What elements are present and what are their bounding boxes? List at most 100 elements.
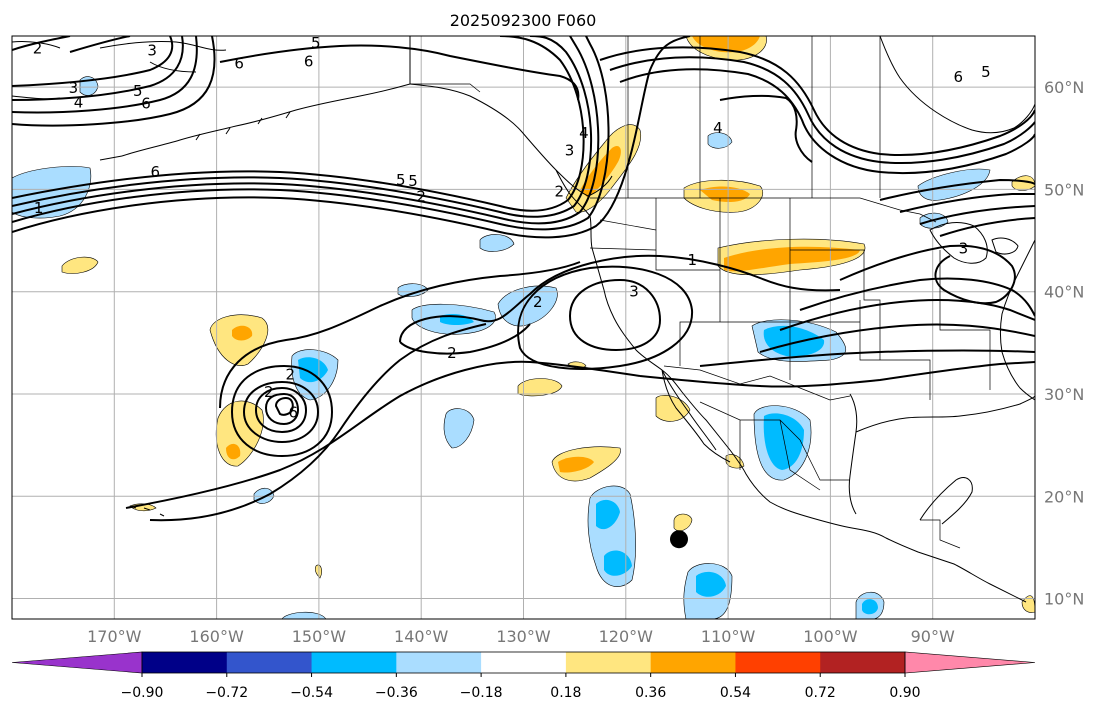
contour-label: 3 [629,283,639,301]
colorbar-tick-label: 0.18 [550,685,581,701]
canada-west-coast [555,169,1027,603]
positive-anomaly-region [61,256,99,274]
positive-anomaly-core [580,145,621,198]
map-frame [11,35,1036,620]
positive-anomaly-region [673,513,693,532]
negative-anomaly-region [707,132,733,149]
contour-line [879,178,1035,237]
colorbar-segment [226,652,313,673]
contour-label: 4 [713,119,723,137]
contour-line [12,36,585,212]
colorbar-tick-label: −0.72 [205,685,248,701]
contour-line [254,386,308,434]
contour-label: 6 [234,55,244,73]
coastlines [12,36,1035,603]
negative-anomaly-core [696,571,726,597]
contour-line [12,36,691,239]
contour-label: 2 [447,344,457,362]
longitude-tick-label: 120°W [599,627,654,646]
contour-line [759,323,1035,353]
positive-anomaly-region [517,378,563,397]
contour-line [12,36,610,231]
contour-line [639,361,1035,388]
contour-line [12,36,216,127]
longitude-tick-label: 100°W [803,627,858,646]
longitude-tick-label: 130°W [496,627,551,646]
contour-label: 4 [579,124,589,142]
colorbar-segment [396,652,482,673]
contour-label: 1 [688,251,698,269]
colorbar-segment [142,652,228,673]
contour-label: 6 [304,53,314,71]
longitude-tick-label: 140°W [394,627,449,646]
contour-line [779,299,1035,331]
colorbar-outline [141,651,906,674]
contour-line [619,68,1035,175]
contour-label: 2 [285,366,295,384]
colorbar-segment [650,652,736,673]
contour-label: 2 [555,182,565,200]
longitude-tick-label: 90°W [911,627,955,646]
contour-line [219,261,581,409]
negative-anomaly-region [443,408,475,449]
contour-label: 3 [69,79,79,97]
location-marker [669,530,688,549]
contour-line [230,364,334,458]
contour-line [242,380,320,444]
colorbar: −0.90 −0.72 −0.54 −0.36 −0.18 0.18 0.36 0.54 0.7… [11,651,1036,701]
map-area [12,36,1035,619]
positive-anomaly-core [724,246,860,272]
baja-peninsula [661,369,731,463]
contour-label: 6 [150,163,160,181]
political-borders [409,36,991,549]
colorbar-tick-label: 0.36 [635,685,666,701]
contour-line [699,349,1035,367]
contour-label: 4 [74,93,84,111]
contour-line [839,244,1016,305]
us-state-borders [589,198,991,400]
contour-line [12,36,198,114]
contour-label: 5 [311,34,321,52]
contour-label: 6 [141,95,151,113]
contour-label: 2 [33,39,43,57]
contour-label: 3 [147,41,157,59]
colorbar-segment [565,652,652,673]
alaska-canada-border [409,36,481,93]
latitude-tick-label: 10°N [1044,590,1084,609]
positive-anomaly-region [1021,595,1035,613]
longitude-tick-label: 160°W [189,627,244,646]
negative-anomaly-core [604,550,632,576]
colorbar-tick-label: −0.36 [375,685,418,701]
longitude-tick-label: 110°W [701,627,756,646]
latitude-ticks: 10°N 20°N 30°N 40°N 50°N 60°N [1044,78,1084,608]
colorbar-tick-label: −0.18 [460,685,503,701]
mexico-central-america-border [920,519,961,549]
contour-line [599,46,1035,157]
colorbar-segment [311,652,397,673]
latitude-tick-label: 20°N [1044,487,1084,506]
contour-label: 5 [981,63,991,81]
colorbar-tick-label: −0.90 [121,685,164,701]
contour-label: 2 [533,293,543,311]
contour-line [264,392,300,426]
contour-line [12,36,600,225]
contour-line [12,36,184,101]
contour-label: 6 [954,68,964,86]
longitude-tick-label: 170°W [87,627,142,646]
contour-label: 1 [34,199,44,217]
contour-line [399,254,841,343]
contour-line [149,323,487,522]
contour-line [219,44,580,101]
contour-line [125,360,641,509]
latitude-tick-label: 60°N [1044,78,1084,97]
colorbar-segment [735,652,821,673]
contour-line [12,36,174,87]
contour-line [274,396,294,416]
chart-title: 2025092300 F060 [450,11,597,30]
negative-anomaly-region [479,234,515,252]
colorbar-extend-high [904,651,1036,674]
contour-label: 2 [416,188,426,206]
contour-label: 6 [289,403,299,421]
